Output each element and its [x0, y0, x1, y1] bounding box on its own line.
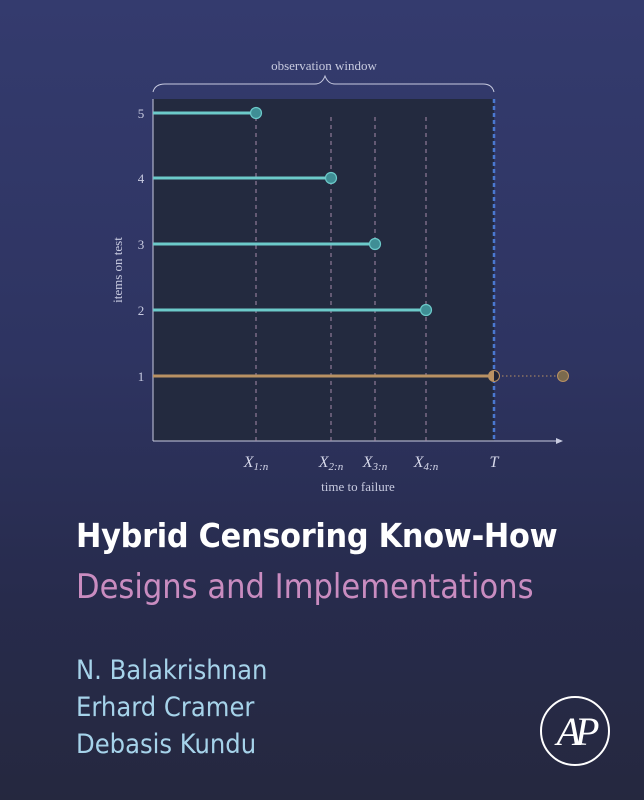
- x-tick-main: X: [413, 454, 425, 471]
- x-tick-main: X: [318, 454, 330, 471]
- author-2: Erhard Cramer: [76, 692, 255, 723]
- author-1: N. Balakrishnan: [76, 655, 268, 686]
- y-tick-label: 3: [138, 237, 145, 252]
- publisher-logo: AP: [540, 696, 610, 766]
- x-tick-main: T: [490, 454, 500, 471]
- author-3: Debasis Kundu: [76, 729, 257, 760]
- publisher-logo-text: AP: [556, 709, 600, 754]
- observation-window-brace: [152, 74, 495, 93]
- x-tick-main: X: [243, 454, 255, 471]
- brace-label: observation window: [271, 58, 377, 73]
- censoring-point-half: [488, 370, 494, 382]
- x-tick-subscript: 3:n: [372, 461, 388, 473]
- x-axis-arrow: [556, 438, 563, 444]
- x-tick-label: X4:n: [413, 454, 439, 473]
- x-tick-subscript: 1:n: [254, 461, 269, 473]
- failure-point: [249, 106, 263, 120]
- y-tick-label: 5: [138, 106, 145, 121]
- plot-area: [153, 99, 494, 441]
- y-axis-label: items on test: [110, 237, 125, 303]
- x-tick-label: X3:n: [362, 454, 388, 473]
- x-tick-main: X: [362, 454, 374, 471]
- book-subtitle: Designs and Implementations: [76, 567, 534, 607]
- y-tick-label: 1: [138, 369, 145, 384]
- x-tick-subscript: 4:n: [424, 461, 439, 473]
- x-tick-label: T: [490, 454, 500, 471]
- x-tick-label: X1:n: [243, 454, 269, 473]
- failure-point: [419, 303, 433, 317]
- y-tick-label: 2: [138, 303, 145, 318]
- x-axis-label: time to failure: [321, 479, 395, 494]
- y-tick-label: 4: [138, 171, 145, 186]
- x-tick-label: X2:n: [318, 454, 344, 473]
- x-tick-subscript: 2:n: [329, 461, 344, 473]
- book-title: Hybrid Censoring Know-How: [76, 516, 558, 555]
- failure-point: [368, 237, 382, 251]
- censoring-diagram: observation window items on test time to…: [110, 58, 569, 494]
- unobserved-failure-point: [557, 370, 569, 382]
- failure-point: [324, 171, 338, 185]
